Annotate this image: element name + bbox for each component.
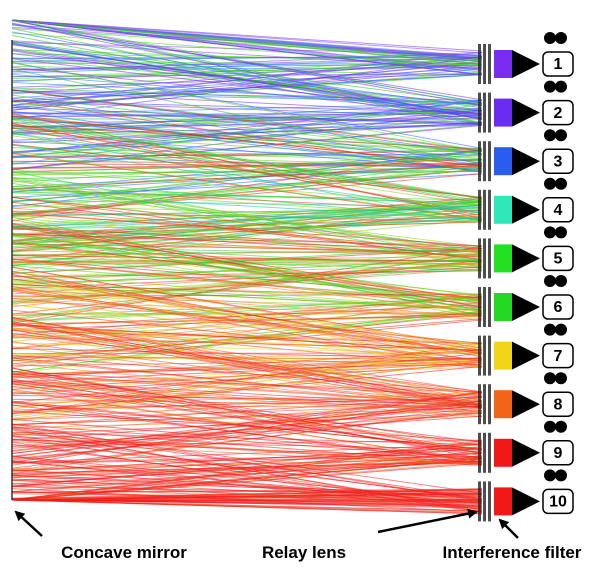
- filter-arrow: [500, 520, 518, 538]
- relay-lens: [478, 93, 481, 133]
- detector-dot: [544, 81, 556, 93]
- relay-lens: [488, 433, 491, 473]
- detector-cone: [512, 50, 540, 78]
- detector-dot: [555, 32, 567, 44]
- relay-lens: [483, 287, 486, 327]
- interference-filter: [494, 487, 512, 515]
- channel-number: 1: [554, 56, 563, 73]
- channel-number: 3: [554, 153, 563, 170]
- relay-lens: [483, 384, 486, 424]
- page: 1 2 3 4 5 6 7 8 9 10 Concave mirror Relay lens In…: [0, 0, 602, 568]
- ray-diagram: 1 2 3 4 5 6 7 8 9 10 Concave mirror Relay lens In…: [0, 0, 602, 568]
- channel-number: 8: [554, 396, 563, 413]
- detector-dot: [555, 81, 567, 93]
- relay-lens: [488, 44, 491, 84]
- detector-dot: [555, 226, 567, 238]
- relay-label: Relay lens: [262, 543, 346, 562]
- channel-number: 9: [554, 445, 563, 462]
- relay-lens: [488, 93, 491, 133]
- detector-cone: [512, 342, 540, 370]
- detector-dot: [555, 178, 567, 190]
- detector-dot: [544, 421, 556, 433]
- relay-lens: [478, 433, 481, 473]
- detector-cone: [512, 196, 540, 224]
- relay-lens: [478, 44, 481, 84]
- detector-cone: [512, 147, 540, 175]
- channel-number: 5: [554, 251, 563, 268]
- detector-dot: [555, 421, 567, 433]
- relay-lens: [483, 44, 486, 84]
- detector-dot: [544, 129, 556, 141]
- detector-dot: [544, 32, 556, 44]
- channel-number: 10: [549, 494, 567, 511]
- channel-number: 6: [554, 299, 563, 316]
- relay-lens: [478, 141, 481, 181]
- interference-filter: [494, 342, 512, 370]
- detector-dot: [544, 226, 556, 238]
- relay-lens: [488, 336, 491, 376]
- detector-cone: [512, 390, 540, 418]
- relay-lens: [478, 190, 481, 230]
- rays: [12, 20, 482, 514]
- interference-filter: [494, 99, 512, 127]
- detector-cone: [512, 487, 540, 515]
- channel-number: 2: [554, 105, 563, 122]
- detector-dot: [544, 372, 556, 384]
- relay-arrow: [378, 512, 476, 532]
- interference-filter: [494, 390, 512, 418]
- relay-lens: [483, 433, 486, 473]
- relay-lens: [483, 336, 486, 376]
- interference-filter: [494, 50, 512, 78]
- detector-cone: [512, 439, 540, 467]
- detector-dot: [555, 372, 567, 384]
- detector-dot: [555, 469, 567, 481]
- interference-filter: [494, 439, 512, 467]
- relay-lens: [488, 384, 491, 424]
- relay-lens: [488, 141, 491, 181]
- relay-lens: [488, 287, 491, 327]
- detector-dot: [544, 275, 556, 287]
- relay-lens: [478, 384, 481, 424]
- interference-filter: [494, 196, 512, 224]
- relay-lens: [488, 190, 491, 230]
- filter-label: Interference filter: [443, 543, 582, 562]
- relay-lens: [483, 238, 486, 278]
- relay-lens: [478, 336, 481, 376]
- channels: 1 2 3 4 5 6 7 8 9 10: [478, 32, 573, 521]
- detector-dot: [555, 275, 567, 287]
- detector-cone: [512, 293, 540, 321]
- detector-dot: [544, 324, 556, 336]
- relay-lens: [478, 287, 481, 327]
- channel-number: 4: [554, 202, 563, 219]
- detector-cone: [512, 99, 540, 127]
- relay-lens: [478, 238, 481, 278]
- mirror-arrow: [16, 512, 42, 536]
- detector-dot: [544, 469, 556, 481]
- relay-lens: [483, 93, 486, 133]
- channel-number: 7: [554, 348, 563, 365]
- relay-lens: [478, 481, 481, 521]
- detector-dot: [555, 324, 567, 336]
- relay-lens: [483, 141, 486, 181]
- relay-lens: [483, 481, 486, 521]
- detector-dot: [555, 129, 567, 141]
- mirror-label: Concave mirror: [61, 543, 187, 562]
- relay-lens: [488, 238, 491, 278]
- detector-dot: [544, 178, 556, 190]
- relay-lens: [488, 481, 491, 521]
- interference-filter: [494, 147, 512, 175]
- interference-filter: [494, 293, 512, 321]
- relay-lens: [483, 190, 486, 230]
- interference-filter: [494, 244, 512, 272]
- detector-cone: [512, 244, 540, 272]
